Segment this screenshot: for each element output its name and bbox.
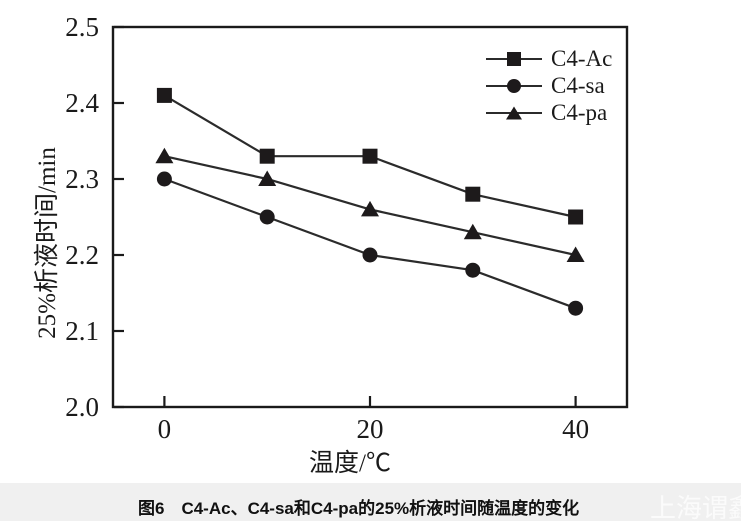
y-tick-label: 2.0 <box>65 392 99 422</box>
series-line-C4-sa <box>164 177 576 310</box>
figure-caption: 图6 C4-Ac、C4-sa和C4-pa的25%析液时间随温度的变化 <box>138 499 580 518</box>
line-chart: 温度/℃ 25%析液时间/min 0 20 40 2.0 2.1 2.2 2.3 2.4 2.5 <box>33 12 629 477</box>
data-point-C4-Ac-40 <box>568 209 584 225</box>
legend-label: C4-Ac <box>551 45 613 71</box>
triangle-marker-icon <box>506 106 522 119</box>
legend-entry-c4-ac: C4-Ac <box>486 45 612 72</box>
data-point-C4-pa-40 <box>566 246 585 262</box>
data-point-C4-Ac-30 <box>465 186 481 202</box>
circle-marker-icon <box>507 78 521 93</box>
legend-label: C4-pa <box>551 99 608 125</box>
data-point-C4-sa-40 <box>568 300 584 316</box>
y-tick-label: 2.2 <box>65 240 99 270</box>
x-tick-label: 0 <box>158 414 172 444</box>
legend-entry-c4-sa: C4-sa <box>486 72 612 99</box>
data-point-C4-pa-10 <box>258 170 277 186</box>
data-point-C4-pa-30 <box>463 223 482 240</box>
data-point-C4-pa-20 <box>361 200 379 217</box>
x-tick-label: 40 <box>562 414 589 444</box>
data-point-C4-Ac-10 <box>259 148 275 164</box>
legend-line <box>486 78 542 93</box>
x-axis-title: 温度/℃ <box>309 449 391 477</box>
square-marker-icon <box>507 51 521 66</box>
legend: C4-Ac C4-sa C4-pa <box>486 45 612 126</box>
y-tick-label: 2.3 <box>65 164 99 194</box>
y-axis-title: 25%析液时间/min <box>33 147 61 339</box>
legend-label: C4-sa <box>551 72 605 98</box>
caption-bar <box>0 483 741 521</box>
legend-line <box>486 106 542 119</box>
legend-entry-c4-pa: C4-pa <box>486 99 612 126</box>
plot-frame <box>111 25 629 409</box>
data-point-C4-sa-20 <box>362 247 378 263</box>
x-tick-label: 20 <box>357 414 384 444</box>
legend-line <box>486 51 542 66</box>
data-point-C4-sa-30 <box>465 262 481 278</box>
data-point-C4-sa-0 <box>156 171 172 187</box>
data-point-C4-sa-10 <box>259 209 275 225</box>
data-point-C4-pa-0 <box>155 147 174 164</box>
y-tick-label: 2.4 <box>65 88 99 118</box>
data-point-C4-Ac-0 <box>156 87 172 103</box>
y-tick-label: 2.5 <box>65 12 99 42</box>
data-point-C4-Ac-20 <box>362 148 378 164</box>
y-tick-label: 2.1 <box>65 316 99 346</box>
watermark: 上海谓鑫 <box>650 493 741 521</box>
